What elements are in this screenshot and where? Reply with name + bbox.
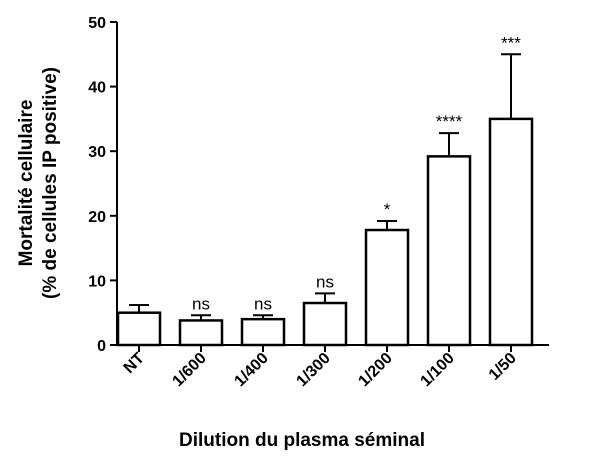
x-tick-label: NT (121, 350, 148, 377)
bar (426, 155, 472, 347)
y-tick-label: 30 (88, 144, 106, 161)
annotation: *** (501, 33, 521, 52)
annotation: **** (436, 112, 463, 131)
x-tick-label: 1/300 (293, 350, 333, 390)
x-tick-label: 1/50 (486, 350, 520, 384)
annotation: ns (316, 272, 334, 291)
x-tick-label: 1/400 (231, 350, 271, 390)
annotation: ns (192, 294, 210, 313)
x-tick-label: 1/600 (169, 350, 209, 390)
y-tick-label: 50 (88, 15, 106, 32)
y-tick-label: 10 (88, 273, 106, 290)
x-axis-label: Dilution du plasma séminal (179, 430, 425, 451)
bar (116, 311, 162, 347)
annotation: * (384, 200, 391, 219)
y-tick-label: 0 (97, 338, 106, 355)
y-axis-label: (% de cellules IP positive) (40, 67, 61, 299)
annotation: ns (254, 294, 272, 313)
y-tick-label: 20 (88, 209, 106, 226)
bar (364, 228, 410, 347)
bar (488, 117, 534, 347)
bar (178, 319, 224, 347)
y-tick-label: 40 (88, 80, 106, 97)
bar (240, 317, 286, 347)
y-axis-label: Mortalité cellulaire (16, 100, 37, 267)
bar (302, 301, 348, 347)
x-tick-label: 1/200 (355, 350, 395, 390)
x-tick-label: 1/100 (417, 350, 457, 390)
